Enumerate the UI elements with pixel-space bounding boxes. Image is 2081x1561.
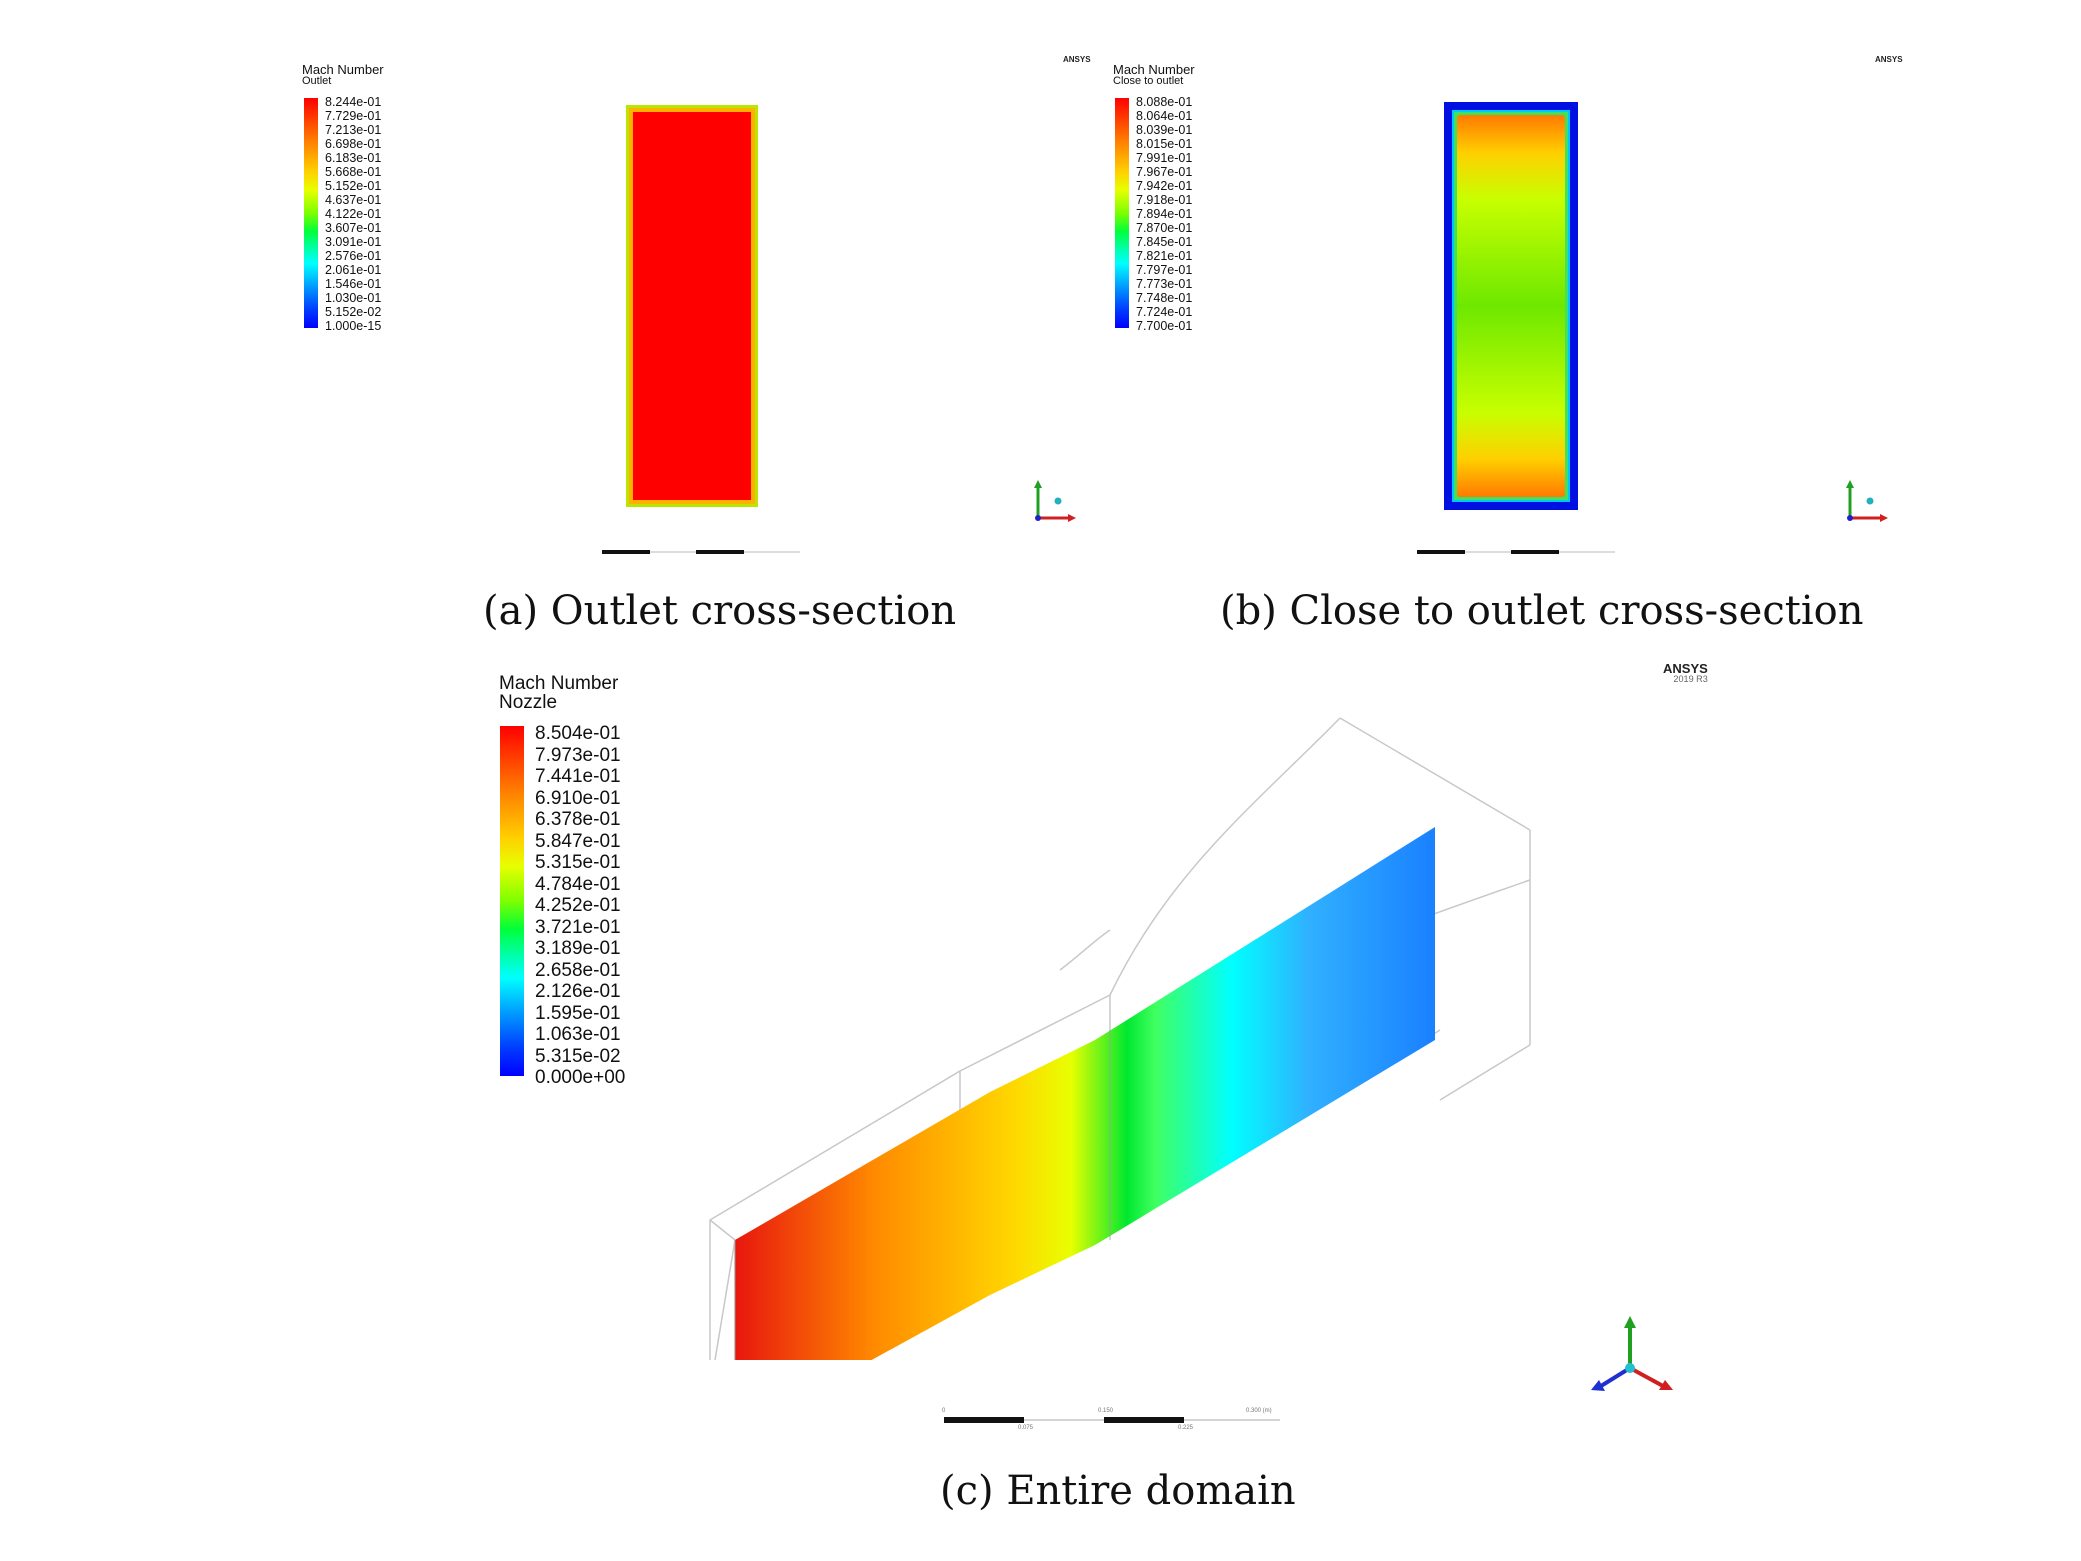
- legend-tick-label: 3.607e-01: [325, 221, 382, 235]
- legend-tick-label: 2.658e-01: [535, 959, 621, 981]
- legend-tick-label: 7.973e-01: [535, 744, 621, 766]
- legend-tick-label: 7.918e-01: [1136, 193, 1193, 207]
- legend-tick-label: 2.576e-01: [325, 249, 382, 263]
- legend-tick-label: 2.061e-01: [325, 263, 382, 277]
- legend-tick-label: 8.039e-01: [1136, 123, 1193, 137]
- legend-tick-label: 7.729e-01: [325, 109, 382, 123]
- legend-tick-label: 1.030e-01: [325, 291, 382, 305]
- legend-title-line1: Mach Number: [1113, 62, 1195, 77]
- legend-tick-label: 3.189e-01: [535, 938, 621, 959]
- legend-tick-label: 1.063e-01: [535, 1024, 621, 1045]
- legend-tick-label: 4.122e-01: [325, 207, 382, 221]
- legend-tick-label: 5.315e-02: [535, 1045, 621, 1067]
- contour-plot: [626, 105, 758, 507]
- legend-tick-label: 8.015e-01: [1136, 137, 1193, 151]
- scale-bar: [602, 550, 800, 554]
- legend-title-line1: Mach Number: [302, 62, 384, 77]
- color-bar: [500, 726, 524, 1076]
- legend-tick-label: 5.152e-02: [325, 305, 382, 319]
- legend-tick-labels: 8.244e-01 7.729e-01 7.213e-01 6.698e-01 6.18…: [325, 96, 405, 336]
- legend-tick-label: 5.668e-01: [325, 165, 382, 179]
- legend-tick-label: 8.244e-01: [325, 95, 382, 109]
- scale-bar-labels: 0 0.150 0.300 (m) 0.075 0.225: [942, 1408, 1272, 1431]
- legend-tick-label: 7.441e-01: [535, 766, 621, 787]
- panel-close-to-outlet: Mach Number Close to outlet 8.088e-01 8.0…: [1040, 0, 2081, 650]
- legend-tick-label: 0.000e+00: [535, 1067, 626, 1088]
- legend-tick-label: 7.845e-01: [1136, 235, 1193, 249]
- ansys-logo: ANSYS 2019 R3: [1663, 661, 1708, 684]
- legend-tick-label: 5.152e-01: [325, 179, 382, 193]
- ansys-logo: ANSYS: [1063, 55, 1091, 64]
- legend-tick-label: 7.870e-01: [1136, 221, 1193, 235]
- legend-tick-label: 4.637e-01: [325, 193, 382, 207]
- legend-tick-label: 7.797e-01: [1136, 263, 1193, 277]
- legend-title: Mach Number Outlet: [302, 63, 384, 87]
- ansys-logo: ANSYS: [1875, 55, 1903, 64]
- color-bar: [1115, 98, 1129, 328]
- legend-tick-label: 7.748e-01: [1136, 291, 1193, 305]
- axis-triad: [1591, 1316, 1673, 1391]
- legend-tick-label: 8.504e-01: [535, 723, 621, 744]
- legend-title: Mach Number Close to outlet: [1113, 63, 1195, 87]
- scale-bar: [1417, 550, 1615, 554]
- caption: (b) Close to outlet cross-section: [1220, 588, 1864, 634]
- legend-tick-labels: 8.088e-01 8.064e-01 8.039e-01 8.015e-01 7.99…: [1136, 96, 1216, 336]
- legend-tick-label: 6.910e-01: [535, 787, 621, 809]
- legend-tick-label: 7.894e-01: [1136, 207, 1193, 221]
- legend-title: Mach Number Nozzle: [499, 674, 618, 712]
- legend-tick-label: 4.784e-01: [535, 873, 621, 895]
- legend-tick-label: 8.064e-01: [1136, 109, 1193, 123]
- color-bar: [304, 98, 318, 328]
- legend-tick-label: 1.546e-01: [325, 277, 382, 291]
- nozzle-3d-view: [709, 717, 1531, 1360]
- legend-tick-label: 7.942e-01: [1136, 179, 1193, 193]
- axis-triad: [1846, 480, 1888, 522]
- legend-title-line1: Mach Number: [499, 673, 619, 694]
- legend-title-line2: Close to outlet: [1113, 75, 1184, 87]
- legend-tick-label: 3.721e-01: [535, 916, 621, 938]
- legend-tick-label: 6.698e-01: [325, 137, 382, 151]
- legend-tick-label: 7.773e-01: [1136, 277, 1193, 291]
- scale-bar: [944, 1417, 1280, 1423]
- caption: (c) Entire domain: [940, 1468, 1296, 1514]
- legend-tick-label: 7.967e-01: [1136, 165, 1193, 179]
- legend-tick-label: 1.595e-01: [535, 1002, 621, 1024]
- legend-tick-labels: 8.504e-01 7.973e-01 7.441e-01 6.910e-01 6.37…: [535, 723, 655, 1088]
- legend-tick-label: 2.126e-01: [535, 981, 621, 1002]
- legend-tick-label: 1.000e-15: [325, 319, 382, 333]
- caption: (a) Outlet cross-section: [483, 588, 957, 634]
- panel-outlet-cross-section: Mach Number Outlet 8.244e-01 7.729e-01 7.2…: [0, 0, 1091, 650]
- legend-tick-label: 7.991e-01: [1136, 151, 1193, 165]
- contour-plot: [1444, 102, 1578, 510]
- legend-title-line2: Outlet: [302, 75, 332, 87]
- panel-entire-domain: Mach Number Nozzle 8.504e-01 7.973e-01 7.4…: [0, 650, 2081, 1561]
- legend-title-line2: Nozzle: [499, 692, 558, 713]
- legend-tick-label: 8.088e-01: [1136, 95, 1193, 109]
- axis-triad: [1034, 480, 1076, 522]
- legend-tick-label: 7.213e-01: [325, 123, 382, 137]
- legend-tick-label: 6.183e-01: [325, 151, 382, 165]
- legend-tick-label: 5.847e-01: [535, 830, 621, 852]
- legend-tick-label: 7.700e-01: [1136, 319, 1193, 333]
- legend-tick-label: 4.252e-01: [535, 895, 621, 916]
- legend-tick-label: 5.315e-01: [535, 852, 621, 873]
- legend-tick-label: 3.091e-01: [325, 235, 382, 249]
- legend-tick-label: 7.724e-01: [1136, 305, 1193, 319]
- legend-tick-label: 6.378e-01: [535, 809, 621, 830]
- legend-tick-label: 7.821e-01: [1136, 249, 1193, 263]
